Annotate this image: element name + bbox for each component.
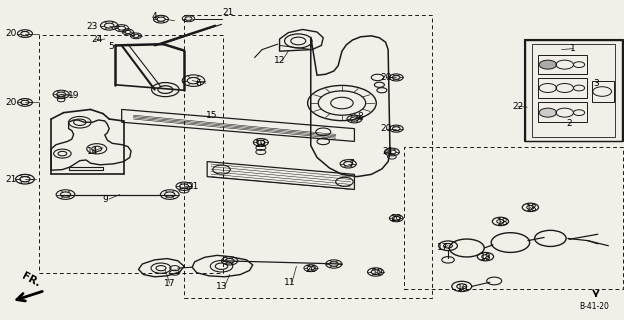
- Circle shape: [539, 108, 557, 117]
- Text: 8: 8: [358, 112, 364, 121]
- Text: 19: 19: [255, 140, 266, 149]
- Text: 20: 20: [6, 98, 17, 107]
- Text: 20: 20: [6, 29, 17, 38]
- Text: 23: 23: [87, 22, 98, 31]
- Text: 6: 6: [195, 79, 202, 88]
- Text: 21: 21: [188, 182, 199, 191]
- Text: 5: 5: [108, 42, 114, 51]
- Text: 12: 12: [274, 56, 285, 65]
- Text: 24: 24: [91, 36, 102, 44]
- Text: 1: 1: [570, 44, 576, 53]
- Text: 20: 20: [380, 124, 391, 133]
- Text: 20: 20: [380, 73, 391, 82]
- Text: 20: 20: [305, 265, 316, 274]
- Text: 20: 20: [391, 214, 402, 223]
- Text: 13: 13: [216, 282, 227, 291]
- Text: 9: 9: [102, 195, 108, 204]
- Text: 14: 14: [87, 147, 98, 156]
- Text: 17: 17: [437, 243, 449, 252]
- Circle shape: [539, 60, 557, 69]
- Text: B-41-20: B-41-20: [579, 302, 609, 311]
- Text: 10: 10: [372, 268, 383, 277]
- Text: 17: 17: [164, 279, 175, 288]
- Text: 21: 21: [383, 147, 394, 156]
- Text: 3: 3: [593, 79, 599, 88]
- Text: 18: 18: [497, 218, 508, 227]
- Text: FR.: FR.: [21, 271, 42, 289]
- Text: 2: 2: [566, 119, 572, 128]
- Text: 15: 15: [207, 111, 218, 120]
- Text: 7: 7: [348, 159, 354, 168]
- Text: 11: 11: [285, 278, 296, 287]
- Text: 22: 22: [512, 102, 524, 111]
- Text: 19: 19: [68, 92, 79, 100]
- Text: 16: 16: [457, 284, 469, 293]
- Text: 21: 21: [6, 175, 17, 184]
- Text: 4: 4: [152, 12, 158, 21]
- Text: 18: 18: [480, 253, 491, 262]
- Text: 21: 21: [222, 8, 233, 17]
- Text: 18: 18: [526, 204, 537, 213]
